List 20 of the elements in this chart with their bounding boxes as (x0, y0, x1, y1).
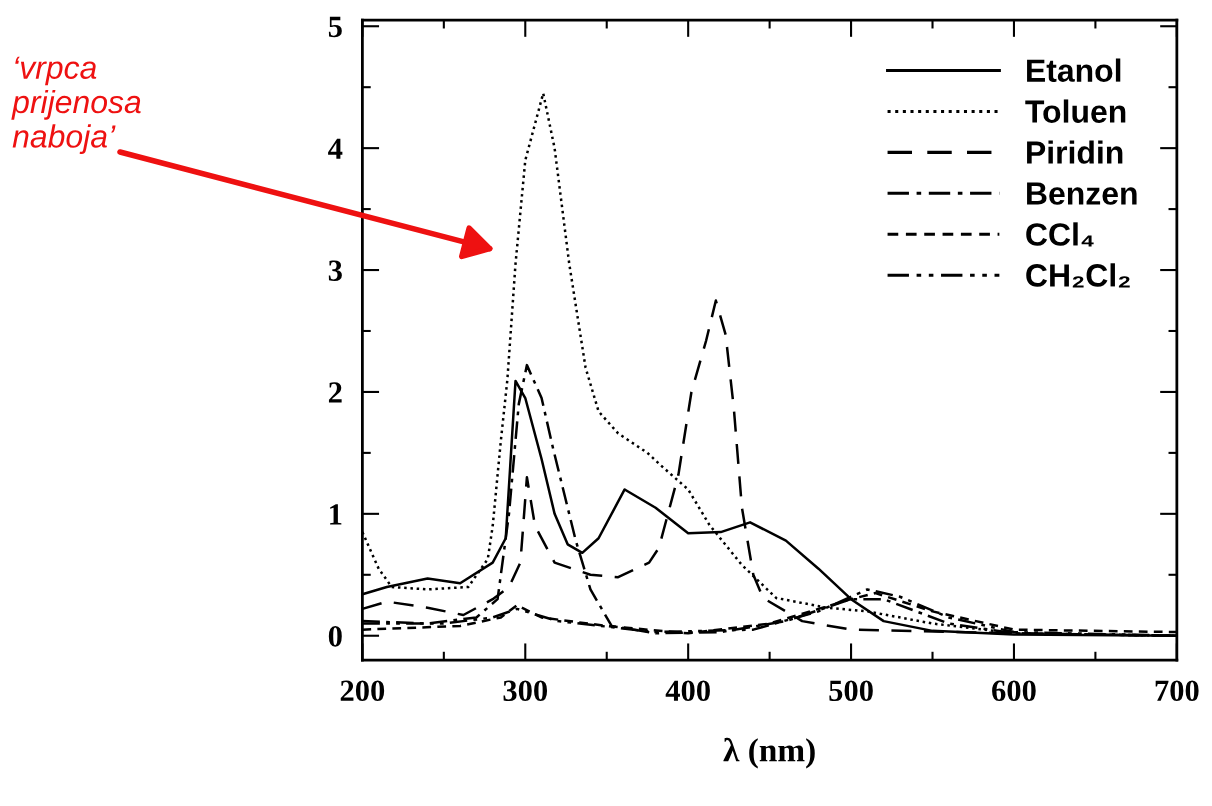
y-tick-label: 4 (328, 138, 343, 159)
x-tick-label: 700 (1155, 680, 1199, 702)
x-tick-label: 200 (340, 680, 385, 702)
y-tick-label: 3 (328, 260, 342, 281)
legend-label: CCl₄ (1026, 222, 1094, 247)
legend-label: Etanol (1027, 58, 1121, 82)
y-tick-label: 2 (328, 382, 342, 403)
legend-label: CH₂Cl₂ (1026, 263, 1130, 288)
y-tick-label: 1 (330, 504, 342, 525)
x-tick-label: 600 (992, 680, 1036, 702)
text: ‘vrpca prijenosa naboja’ (11, 56, 141, 155)
x-tick-label: 400 (665, 680, 710, 702)
y-tick-label: 5 (328, 16, 342, 38)
x-tick-label: 500 (829, 680, 873, 702)
legend-label: Piridin (1027, 140, 1123, 164)
legend-label: Toluen (1025, 99, 1126, 123)
y-tick-label: 0 (328, 626, 342, 647)
legend-label: Benzen (1027, 182, 1137, 205)
x-axis-title: λ (nm) (723, 737, 815, 769)
x-tick-label: 300 (503, 680, 548, 702)
